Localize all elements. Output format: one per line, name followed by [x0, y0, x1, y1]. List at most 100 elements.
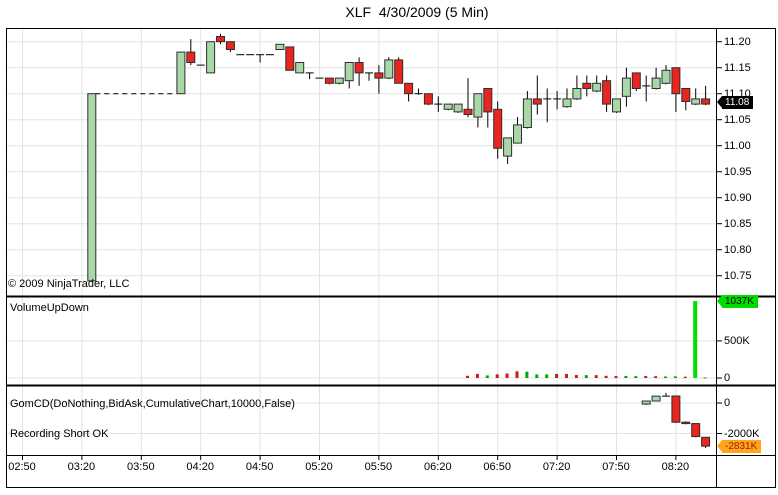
volume-bar [545, 374, 549, 378]
time-axis-tick-label: 04:20 [186, 461, 214, 473]
candle-body-down [602, 80, 612, 105]
volume-axis-tick-label: 500K [724, 334, 750, 347]
price-candle [582, 75, 592, 97]
volume-bar [644, 375, 648, 378]
volume-bar [466, 375, 469, 378]
volume-bar [565, 373, 568, 378]
candle-body-up [592, 82, 602, 92]
price-candle [592, 75, 602, 93]
badge-arrow-icon [717, 294, 722, 307]
price-candle [463, 78, 473, 118]
price-candle [206, 41, 216, 74]
price-axis-tick-label: 10.75 [724, 269, 752, 282]
price-candle [602, 75, 612, 112]
time-axis-tick-label: 06:50 [483, 461, 511, 473]
price-candle [621, 67, 631, 107]
candle-body-up [621, 77, 631, 97]
price-candle [256, 54, 265, 63]
candle-body-up [473, 93, 483, 118]
time-axis-tick-label: 03:50 [127, 461, 155, 473]
price-candle [642, 75, 651, 102]
gomcd-axis-tick-label: 0 [724, 397, 731, 409]
candle-body-up [206, 41, 216, 74]
volume-bar [673, 376, 677, 378]
candle-body-down [701, 98, 711, 105]
volume-bar [664, 376, 667, 378]
price-axis-tick-label: 11.10 [724, 87, 751, 100]
chart-title: XLF 4/30/2009 (5 Min) [345, 4, 489, 20]
price-candle [483, 88, 493, 128]
price-candle [661, 65, 671, 85]
volume-bar [614, 375, 618, 378]
price-candle [216, 33, 225, 45]
gomcd-candle [651, 395, 661, 402]
candle-body-up [275, 43, 285, 50]
recording-status-label: Recording Short OK [10, 428, 109, 440]
price-candle [532, 75, 542, 115]
candle-body-up [295, 62, 305, 74]
volume-bar [525, 371, 529, 378]
candle-body-down [582, 82, 592, 90]
price-candle [334, 77, 344, 85]
price-candle [553, 91, 562, 110]
candle-body-up [503, 137, 513, 157]
last-volume-value: 1037K [725, 295, 754, 307]
price-axis-tick-label: 11.00 [724, 139, 751, 152]
volume-axis-tick-label: 0 [724, 372, 731, 384]
price-candle [562, 88, 572, 108]
price-axis-tick-label: 10.80 [724, 243, 752, 256]
price-candle [414, 88, 423, 95]
candle-body-down [374, 72, 384, 79]
price-axis-tick-label: 11.20 [724, 35, 751, 48]
candle-body-down [671, 67, 681, 95]
chart-frame [6, 28, 776, 488]
price-candle [651, 67, 661, 90]
volume-bar [505, 373, 509, 378]
candle-body-up [513, 124, 522, 144]
price-candle [384, 57, 394, 80]
candle-body-down [493, 108, 503, 149]
price-candle [522, 91, 532, 129]
candle-body-up [87, 93, 97, 282]
price-candle [394, 57, 404, 84]
candle-body-down [671, 395, 681, 423]
last-price-badge: 11.08 [717, 96, 754, 110]
price-candle [513, 117, 522, 144]
price-candle [701, 85, 711, 106]
gomcd-panel-label: GomCD(DoNothing,BidAsk,CumulativeChart,1… [10, 398, 295, 410]
time-axis-tick-label: 02:50 [8, 461, 36, 473]
time-axis-tick-label: 07:50 [602, 461, 630, 473]
candle-body-up [691, 98, 701, 105]
time-axis-tick-label: 05:50 [364, 461, 393, 473]
volume-bar [555, 373, 559, 378]
price-candle [186, 39, 196, 66]
price-candle [344, 62, 354, 89]
price-candle [572, 75, 582, 100]
candle-body-up [522, 98, 532, 129]
time-axis-tick-label: 03:20 [67, 461, 96, 473]
price-axis-tick-label: 10.90 [724, 191, 752, 204]
price-candle [493, 101, 503, 159]
volume-bar [604, 375, 608, 378]
volume-bar [495, 374, 499, 378]
price-candle [473, 93, 483, 128]
candle-body-down [532, 98, 542, 105]
volume-bar [693, 301, 698, 378]
candle-body-down [463, 108, 473, 116]
volume-bar [654, 376, 658, 378]
last-gomcd-value: -2831K [725, 440, 758, 452]
candle-body-up [612, 98, 621, 113]
price-candle [543, 88, 552, 123]
candle-body-up [651, 395, 661, 402]
volume-bar [535, 374, 539, 378]
candle-body-up [334, 77, 344, 84]
price-candle [305, 72, 314, 80]
volume-panel-label: VolumeUpDown [10, 302, 89, 314]
candle-body-up [641, 400, 651, 405]
price-candle [295, 62, 305, 74]
volume-bar [634, 376, 638, 378]
candle-body-up [443, 103, 453, 110]
candle-body-down [681, 88, 691, 102]
